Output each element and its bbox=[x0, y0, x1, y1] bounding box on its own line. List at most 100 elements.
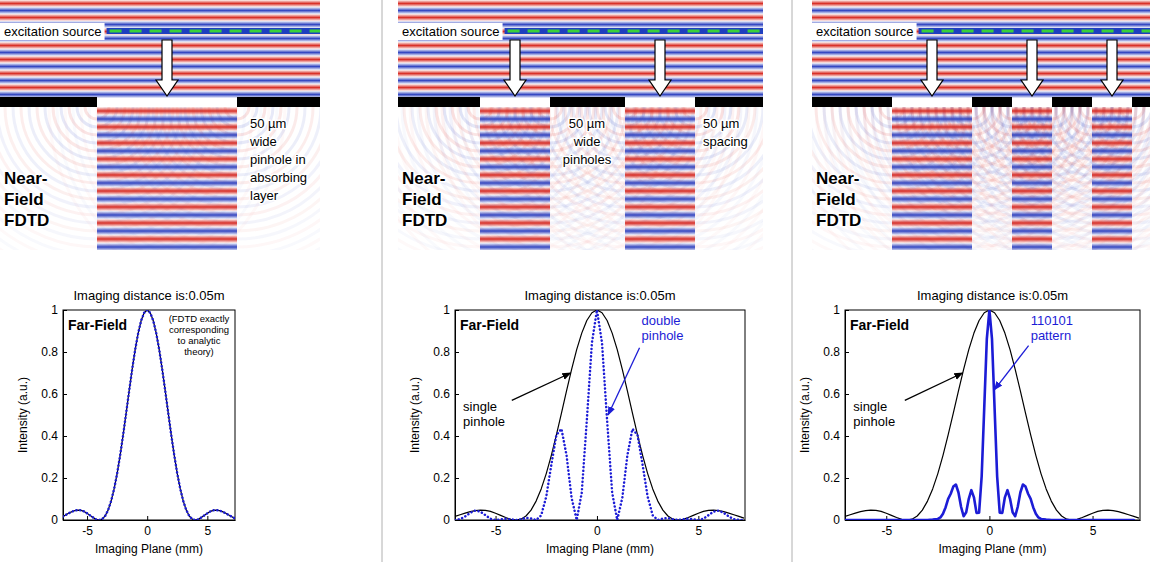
transmitted-wave bbox=[1012, 147, 1052, 155]
incident-wave bbox=[812, 56, 1150, 63]
transmitted-wave bbox=[625, 171, 695, 179]
source-label: excitation source bbox=[402, 24, 500, 39]
transmitted-wave bbox=[480, 235, 550, 243]
transmitted-wave bbox=[892, 107, 972, 115]
diffracted-wave bbox=[57, 107, 320, 250]
transmitted-wave bbox=[1092, 187, 1132, 195]
transmitted-wave bbox=[1092, 123, 1132, 131]
transmitted-wave bbox=[892, 235, 972, 243]
plot-frame bbox=[63, 310, 235, 520]
far-field-chart: -50500.20.40.60.81singlepinholedoublepin… bbox=[408, 288, 746, 556]
near-field-title: Field bbox=[402, 190, 442, 209]
transmitted-wave bbox=[625, 179, 695, 187]
label-arrow bbox=[608, 348, 639, 415]
series-label: singlepinhole bbox=[463, 399, 505, 429]
transmitted-wave bbox=[625, 195, 695, 203]
label-arrow bbox=[512, 373, 571, 400]
transmitted-wave bbox=[625, 219, 695, 227]
transmitted-wave bbox=[97, 107, 237, 115]
transmitted-wave bbox=[480, 171, 550, 179]
y-axis-tick-mark bbox=[845, 436, 849, 437]
absorbing-layer bbox=[0, 97, 97, 107]
incident-wave bbox=[812, 63, 1150, 70]
incident-wave bbox=[398, 42, 763, 49]
transmitted-wave bbox=[1092, 195, 1132, 203]
x-axis-tick-label: 0 bbox=[987, 524, 994, 538]
diffracted-wave bbox=[531, 107, 763, 250]
transmitted-wave bbox=[625, 115, 695, 123]
transmitted-wave bbox=[97, 227, 237, 235]
absorbing-layer bbox=[398, 97, 480, 107]
transmitted-wave bbox=[97, 187, 237, 195]
incident-wave bbox=[398, 63, 763, 70]
transmitted-wave bbox=[97, 235, 237, 243]
transmitted-wave bbox=[1092, 235, 1132, 243]
transmitted-wave bbox=[892, 163, 972, 171]
x-axis-tick-mark bbox=[207, 516, 208, 520]
panel-separator bbox=[792, 0, 793, 562]
y-axis-tick-label: 0.2 bbox=[433, 471, 450, 485]
series-line bbox=[845, 310, 1134, 520]
panel-label: Far-Field bbox=[460, 317, 519, 333]
x-axis-tick-label: 5 bbox=[204, 524, 211, 538]
incident-wave bbox=[398, 77, 763, 84]
y-axis-tick-label: 0.8 bbox=[433, 345, 450, 359]
transmitted-wave bbox=[97, 211, 237, 219]
transmitted-wave bbox=[1092, 243, 1132, 250]
chart-title: Imaging distance is:0.05m bbox=[73, 288, 224, 303]
transmitted-wave bbox=[1012, 187, 1052, 195]
series-label-line: single bbox=[463, 399, 497, 414]
transmitted-wave bbox=[892, 147, 972, 155]
label-background bbox=[812, 23, 917, 40]
absorbing-layer bbox=[695, 97, 763, 107]
diffracted-wave bbox=[611, 107, 763, 191]
series-line bbox=[63, 310, 234, 520]
transmitted-wave bbox=[1012, 243, 1052, 250]
near-field-panel: excitation sourceNear-FieldFDTD50 µmwide… bbox=[292, 0, 883, 295]
diffracted-wave bbox=[880, 107, 1064, 199]
diffracted-wave bbox=[523, 107, 763, 250]
diffracted-wave bbox=[880, 107, 1144, 239]
near-field-label: wide bbox=[573, 134, 601, 149]
y-axis-tick-mark bbox=[845, 394, 849, 395]
transmitted-wave bbox=[625, 211, 695, 219]
excitation-arrow bbox=[156, 40, 178, 96]
series-label-line: pinhole bbox=[463, 414, 505, 429]
diffracted-wave bbox=[89, 107, 320, 250]
diffracted-wave bbox=[1056, 107, 1150, 183]
source-label: excitation source bbox=[816, 24, 914, 39]
transmitted-wave bbox=[892, 139, 972, 147]
x-axis-title: Imaging Plane (mm) bbox=[938, 542, 1046, 556]
incident-wave bbox=[0, 14, 320, 21]
chart-title: Imaging distance is:0.05m bbox=[524, 288, 675, 303]
diffracted-wave bbox=[398, 107, 572, 199]
x-axis-tick-label: 5 bbox=[1090, 524, 1097, 538]
near-field-label: pinholes bbox=[563, 152, 612, 167]
transmitted-wave bbox=[1092, 163, 1132, 171]
near-field-label: wide bbox=[249, 134, 277, 149]
transmitted-wave bbox=[1012, 115, 1052, 123]
transmitted-wave bbox=[1092, 107, 1132, 115]
series-label-line: 110101 bbox=[1031, 313, 1073, 328]
near-field-label: 50 µm bbox=[703, 116, 739, 131]
diffracted-wave bbox=[976, 107, 1150, 250]
series-label-line: pattern bbox=[1031, 328, 1071, 343]
source-dashes bbox=[508, 30, 763, 33]
absorbing-layer bbox=[812, 97, 892, 107]
diffracted-wave bbox=[1008, 107, 1150, 231]
y-axis-title: Intensity (a.u.) bbox=[16, 377, 30, 453]
incident-wave bbox=[812, 7, 1150, 14]
transmitted-wave bbox=[480, 147, 550, 155]
transmitted-wave bbox=[97, 219, 237, 227]
y-axis-tick-mark bbox=[455, 478, 459, 479]
plot-lines bbox=[845, 310, 1139, 520]
incident-wave bbox=[398, 70, 763, 77]
transmitted-wave bbox=[480, 179, 550, 187]
diffracted-wave bbox=[864, 107, 1080, 215]
diffracted-wave bbox=[0, 107, 245, 250]
excitation-arrow bbox=[649, 40, 671, 96]
y-axis-tick-label: 0.6 bbox=[823, 387, 840, 401]
y-axis-tick-mark bbox=[455, 436, 459, 437]
incident-wave bbox=[0, 0, 320, 7]
near-field-label: 50 µm bbox=[250, 116, 286, 131]
